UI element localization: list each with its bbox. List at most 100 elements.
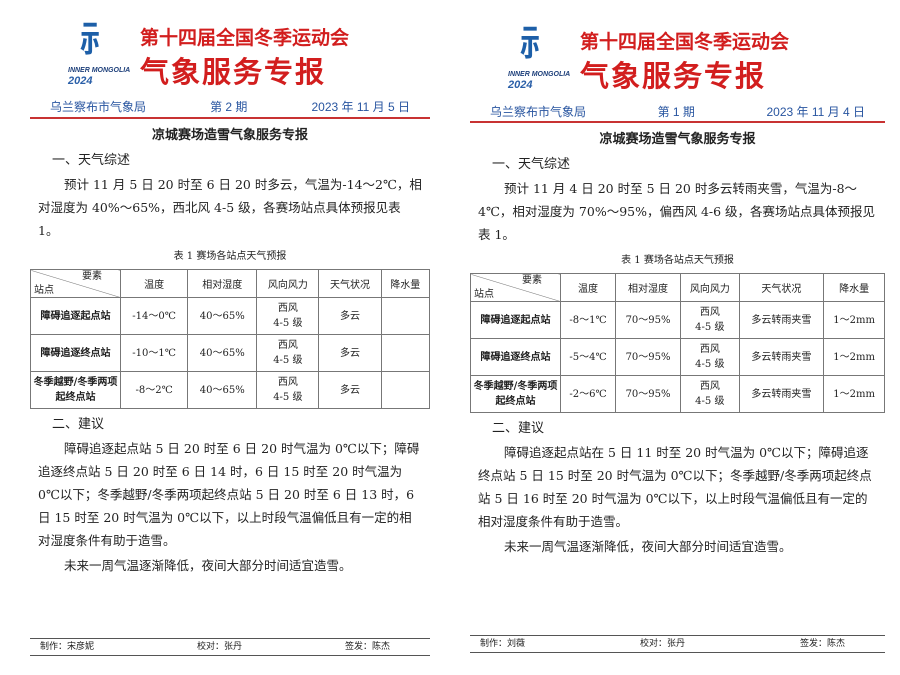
document-body: 凉城赛场造雪气象服务专报 一、天气综述 预计 11 月 4 日 20 时至 5 … (470, 131, 885, 558)
precipitation (380, 334, 431, 372)
page-content: 凉城赛场造雪气象服务专报 一、天气综述 预计 11 月 4 日 20 时至 5 … (470, 131, 885, 653)
station-name: 冬季越野/冬季两项起终点站 (30, 371, 121, 409)
weather-summary: 预计 11 月 5 日 20 时至 6 日 20 时多云，气温为-14～2℃，相… (38, 177, 422, 238)
column-header: 相对湿度 (615, 273, 682, 302)
column-header: 风向风力 (256, 269, 320, 298)
corner-header: 要素 站点 (30, 269, 121, 298)
logo-text: INNER MONGOLIA 2024 (508, 71, 571, 91)
header-divider (470, 121, 885, 123)
issue-number: 第 1 期 (657, 105, 695, 119)
approver: 签发：陈杰 (344, 642, 390, 652)
precipitation: 1～2mm (823, 301, 885, 339)
column-header: 相对湿度 (187, 269, 258, 298)
table-caption: 表 1 赛场各站点天气预报 (621, 255, 734, 266)
humidity: 70～95% (615, 338, 682, 376)
issue-date: 2023 年 11 月 4 日 (766, 105, 865, 119)
bulletin-title: 气象服务专报 (580, 59, 767, 93)
corner-header: 要素 站点 (470, 273, 561, 302)
humidity: 70～95% (615, 375, 682, 413)
station-name: 障碍追逐起点站 (470, 301, 561, 339)
humidity: 40～65% (187, 371, 258, 409)
wind: 西风 4-5 级 (256, 334, 320, 372)
issue-meta-row: 乌兰察布市气象局 第 2 期 2023 年 11 月 5 日 (30, 100, 430, 115)
station-name: 障碍追逐终点站 (30, 334, 121, 372)
temperature: -8～1℃ (559, 301, 617, 339)
document-body: 凉城赛场造雪气象服务专报 一、天气综述 预计 11 月 5 日 20 时至 6 … (30, 127, 431, 577)
weather-condition: 多云 (318, 334, 382, 372)
column-header: 温度 (119, 269, 189, 298)
event-title: 第十四届全国冬季运动会 (580, 31, 790, 53)
column-header: 天气状况 (318, 269, 382, 298)
weather-condition: 多云转雨夹雪 (738, 338, 825, 376)
page-content: 凉城赛场造雪气象服务专报 一、天气综述 预计 11 月 5 日 20 时至 6 … (30, 127, 431, 656)
temperature: -10～1℃ (119, 334, 189, 372)
humidity: 70～95% (615, 301, 682, 339)
station-name: 障碍追逐终点站 (470, 338, 561, 376)
document-title: 凉城赛场造雪气象服务专报 (599, 132, 756, 147)
table-header-row: 要素 站点 温度 相对湿度 风向风力 天气状况 降水量 (470, 273, 885, 302)
forecast-table: 要素 站点 温度 相对湿度 风向风力 天气状况 降水量 障碍追逐起点站 -8～1℃… (470, 273, 885, 413)
issuer: 乌兰察布市气象局 (50, 100, 147, 114)
column-header: 天气状况 (738, 273, 825, 302)
section-heading-weather: 一、天气综述 (52, 153, 131, 168)
logo-text: INNER MONGOLIA 2024 (68, 67, 131, 87)
column-header: 温度 (559, 273, 617, 302)
station-name: 冬季越野/冬季两项起终点站 (470, 375, 561, 413)
section-heading-advice: 二、建议 (492, 421, 545, 436)
wind: 西风 4-5 级 (680, 301, 740, 339)
temperature: -14～0℃ (119, 297, 189, 335)
section-heading-weather: 一、天气综述 (492, 157, 571, 172)
section-heading-advice: 二、建议 (52, 417, 105, 432)
producer: 制作：宋彦妮 (40, 642, 95, 652)
weather-condition: 多云转雨夹雪 (738, 375, 825, 413)
issue-meta-row: 乌兰察布市气象局 第 1 期 2023 年 11 月 4 日 (470, 105, 885, 120)
precipitation (380, 371, 431, 409)
proofreader: 校对：张丹 (639, 639, 685, 649)
proofreader: 校对：张丹 (196, 642, 242, 652)
table-row: 障碍追逐起点站 -14～0℃ 40～65% 西风 4-5 级 多云 (30, 297, 431, 335)
advice-text: 障碍追逐起点站在 5 日 11 时至 20 时气温为 0℃以下；障碍追逐终点站 … (478, 445, 872, 529)
weather-summary: 预计 11 月 4 日 20 时至 5 日 20 时多云转雨夹雪，气温为-8～4… (478, 181, 876, 242)
approver: 签发：陈杰 (799, 639, 845, 649)
wind: 西风 4-5 级 (256, 371, 320, 409)
table-row: 障碍追逐起点站 -8～1℃ 70～95% 西风 4-5 级 多云转雨夹雪 1～2m… (470, 301, 885, 339)
table-row: 障碍追逐终点站 -10～1℃ 40～65% 西风 4-5 级 多云 (30, 334, 431, 372)
temperature: -5～4℃ (559, 338, 617, 376)
outlook-text: 未来一周气温逐渐降低，夜间大部分时间适宜造雪。 (64, 558, 352, 573)
forecast-table: 要素 站点 温度 相对湿度 风向风力 天气状况 降水量 障碍追逐起点站 -14～0… (30, 269, 431, 409)
advice-text: 障碍追逐起点站 5 日 20 时至 6 日 20 时气温为 0℃以下；障碍追逐终… (38, 441, 420, 548)
precipitation: 1～2mm (823, 338, 885, 376)
humidity: 40～65% (187, 297, 258, 335)
logo-emblem-icon: ⺬ (520, 22, 557, 64)
signoff-footer: 制作：宋彦妮 校对：张丹 签发：陈杰 (30, 638, 430, 656)
humidity: 40～65% (187, 334, 258, 372)
outlook-text: 未来一周气温逐渐降低，夜间大部分时间适宜造雪。 (504, 539, 792, 554)
producer: 制作：刘薇 (480, 639, 526, 649)
games-logo: ⺬ INNER MONGOLIA 2024 (68, 18, 130, 98)
weather-condition: 多云 (318, 371, 382, 409)
issuer: 乌兰察布市气象局 (490, 105, 587, 119)
column-header: 降水量 (380, 269, 431, 298)
weather-condition: 多云 (318, 297, 382, 335)
document-title: 凉城赛场造雪气象服务专报 (151, 128, 308, 143)
table-row: 障碍追逐终点站 -5～4℃ 70～95% 西风 4-5 级 多云转雨夹雪 1～2m… (470, 338, 885, 376)
temperature: -8～2℃ (119, 371, 189, 409)
logo-emblem-icon: ⺬ (80, 18, 117, 60)
table-caption: 表 1 赛场各站点天气预报 (173, 251, 287, 262)
weather-condition: 多云转雨夹雪 (738, 301, 825, 339)
wind: 西风 4-5 级 (680, 338, 740, 376)
wind: 西风 4-5 级 (680, 375, 740, 413)
header-divider (30, 117, 430, 119)
column-header: 风向风力 (680, 273, 740, 302)
issue-date: 2023 年 11 月 5 日 (311, 100, 410, 114)
precipitation: 1～2mm (823, 375, 885, 413)
table-row: 冬季越野/冬季两项起终点站 -8～2℃ 40～65% 西风 4-5 级 多云 (30, 371, 431, 409)
precipitation (380, 297, 431, 335)
temperature: -2～6℃ (559, 375, 617, 413)
event-title: 第十四届全国冬季运动会 (140, 27, 350, 49)
station-name: 障碍追逐起点站 (30, 297, 121, 335)
games-logo: ⺬ INNER MONGOLIA 2024 (508, 22, 570, 102)
wind: 西风 4-5 级 (256, 297, 320, 335)
signoff-footer: 制作：刘薇 校对：张丹 签发：陈杰 (470, 635, 885, 653)
table-header-row: 要素 站点 温度 相对湿度 风向风力 天气状况 降水量 (30, 269, 431, 298)
